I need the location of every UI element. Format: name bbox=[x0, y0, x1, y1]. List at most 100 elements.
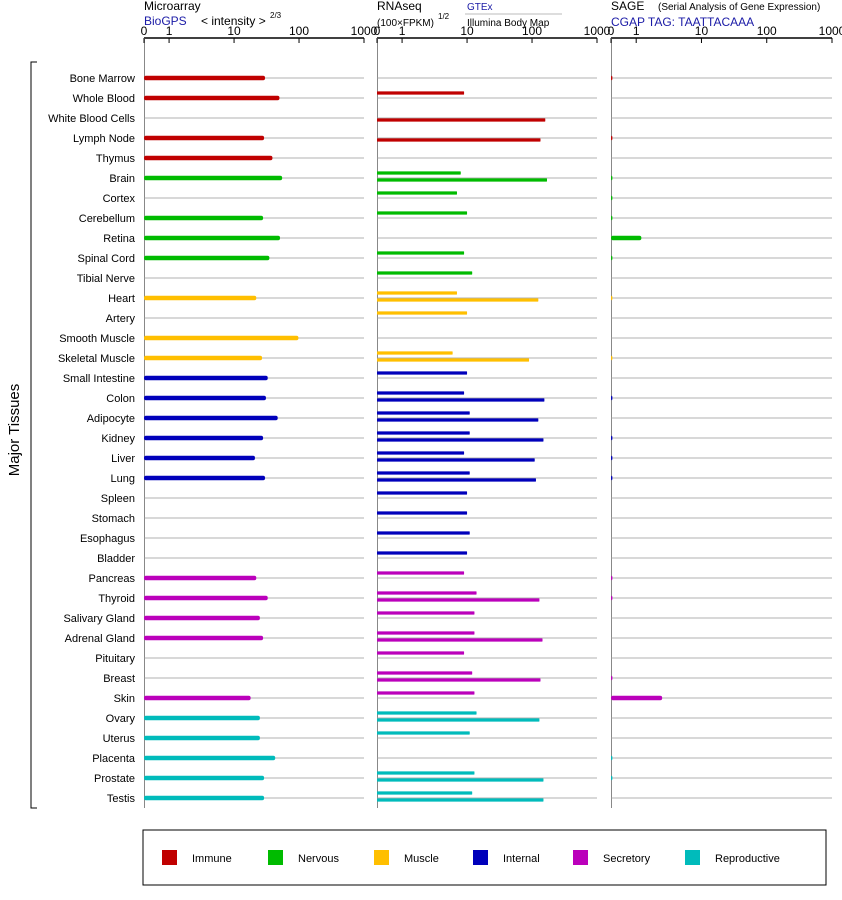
microarray-bar bbox=[144, 95, 280, 101]
rnaseq-tick-label: 1 bbox=[399, 24, 406, 38]
tissue-label: White Blood Cells bbox=[48, 113, 135, 125]
rnaseq-bar bbox=[377, 671, 473, 675]
legend-item: Reproductive bbox=[685, 850, 780, 865]
microarray-bar bbox=[144, 295, 257, 301]
gtex-source-label: GTEx bbox=[467, 2, 493, 13]
sage-bar bbox=[611, 755, 613, 761]
rnaseq-bar bbox=[377, 778, 544, 782]
sage-bar bbox=[611, 295, 613, 301]
microarray-bar bbox=[144, 755, 276, 761]
legend-label: Nervous bbox=[298, 853, 339, 865]
rnaseq-bar bbox=[377, 611, 475, 615]
rnaseq-bar bbox=[377, 178, 547, 182]
sage-bar bbox=[611, 675, 613, 681]
tissue-label: Brain bbox=[109, 173, 135, 185]
rnaseq-bar bbox=[377, 791, 473, 795]
rnaseq-bar bbox=[377, 298, 539, 302]
rnaseq-bar bbox=[377, 638, 543, 642]
legend-label: Secretory bbox=[603, 853, 651, 865]
tissue-label: Skin bbox=[114, 693, 135, 705]
tissue-label: Testis bbox=[107, 793, 136, 805]
rnaseq-bar bbox=[377, 471, 470, 475]
rnaseq-bar bbox=[377, 678, 541, 682]
microarray-tick-label: 1000 bbox=[351, 24, 378, 38]
legend-item: Immune bbox=[162, 850, 232, 865]
microarray-tick-label: 10 bbox=[227, 24, 241, 38]
microarray-bar bbox=[144, 135, 265, 141]
legend-item: Secretory bbox=[573, 850, 651, 865]
sage-bar bbox=[611, 135, 613, 141]
tissue-label: Adrenal Gland bbox=[65, 633, 135, 645]
sage-bar bbox=[611, 395, 613, 401]
sage-bar bbox=[611, 575, 613, 581]
rnaseq-bar bbox=[377, 798, 544, 802]
tissue-label: Placenta bbox=[92, 753, 136, 765]
tissue-label: Small Intestine bbox=[63, 373, 135, 385]
rnaseq-bar bbox=[377, 631, 475, 635]
microarray-bar bbox=[144, 475, 266, 481]
tissue-label: Ovary bbox=[106, 713, 136, 725]
rnaseq-tick-label: 100 bbox=[522, 24, 542, 38]
rnaseq-bar bbox=[377, 451, 465, 455]
microarray-bar bbox=[144, 175, 283, 181]
tissue-label: Cerebellum bbox=[79, 213, 135, 225]
sage-panel: 0 1 10 100 1000 bbox=[608, 24, 842, 808]
tissue-label: Lung bbox=[111, 473, 135, 485]
rnaseq-bar bbox=[377, 138, 541, 142]
microarray-bar bbox=[144, 155, 273, 161]
sage-tick-label: 100 bbox=[757, 24, 777, 38]
rnaseq-bar bbox=[377, 571, 465, 575]
sage-title-note: (Serial Analysis of Gene Expression) bbox=[658, 2, 820, 13]
tissue-label: Kidney bbox=[101, 433, 135, 445]
tissue-label: Esophagus bbox=[80, 533, 136, 545]
tissue-label: Thymus bbox=[96, 153, 136, 165]
microarray-bar bbox=[144, 735, 260, 741]
rnaseq-bar bbox=[377, 398, 545, 402]
tissue-label: Pancreas bbox=[89, 573, 136, 585]
rnaseq-bar bbox=[377, 551, 468, 555]
rnaseq-bar bbox=[377, 371, 468, 375]
rnaseq-bar bbox=[377, 531, 470, 535]
rnaseq-bar bbox=[377, 311, 468, 315]
rnaseq-bar bbox=[377, 431, 470, 435]
legend-label: Muscle bbox=[404, 853, 439, 865]
illumina-source-label: Illumina Body Map bbox=[467, 18, 550, 29]
sage-bar bbox=[611, 215, 613, 221]
tissue-label: Whole Blood bbox=[73, 93, 135, 105]
tissue-label: Liver bbox=[111, 453, 135, 465]
microarray-bar bbox=[144, 575, 257, 581]
sage-bar bbox=[611, 255, 613, 261]
rnaseq-bar bbox=[377, 411, 470, 415]
rnaseq-bar bbox=[377, 251, 465, 255]
microarray-bar bbox=[144, 335, 299, 341]
sage-bar bbox=[611, 75, 613, 81]
rnaseq-bar bbox=[377, 591, 477, 595]
legend-item: Muscle bbox=[374, 850, 439, 865]
rnaseq-bar bbox=[377, 691, 475, 695]
legend-swatch bbox=[573, 850, 588, 865]
rnaseq-tick-label: 1000 bbox=[584, 24, 611, 38]
tissue-label: Spinal Cord bbox=[78, 253, 135, 265]
rnaseq-bar bbox=[377, 171, 461, 175]
rnaseq-tick-label: 0 bbox=[374, 24, 381, 38]
rnaseq-bar bbox=[377, 771, 475, 775]
microarray-subtitle: BioGPS bbox=[144, 14, 187, 28]
microarray-bar bbox=[144, 375, 268, 381]
rnaseq-bar bbox=[377, 418, 539, 422]
tissue-label: Cortex bbox=[103, 193, 136, 205]
sage-tick-label: 0 bbox=[608, 24, 615, 38]
sage-bar bbox=[611, 355, 613, 361]
microarray-scale-label: < intensity > bbox=[201, 14, 266, 28]
microarray-tick-label: 1 bbox=[166, 24, 173, 38]
tissue-label: Salivary Gland bbox=[63, 613, 135, 625]
rnaseq-bar bbox=[377, 118, 546, 122]
microarray-bar bbox=[144, 355, 263, 361]
legend-swatch bbox=[268, 850, 283, 865]
rnaseq-bar bbox=[377, 351, 453, 355]
sage-bar bbox=[611, 455, 613, 461]
microarray-bar bbox=[144, 235, 281, 241]
legend-swatch bbox=[374, 850, 389, 865]
microarray-bar bbox=[144, 715, 260, 721]
rnaseq-bar bbox=[377, 491, 468, 495]
sage-bar bbox=[611, 175, 613, 181]
